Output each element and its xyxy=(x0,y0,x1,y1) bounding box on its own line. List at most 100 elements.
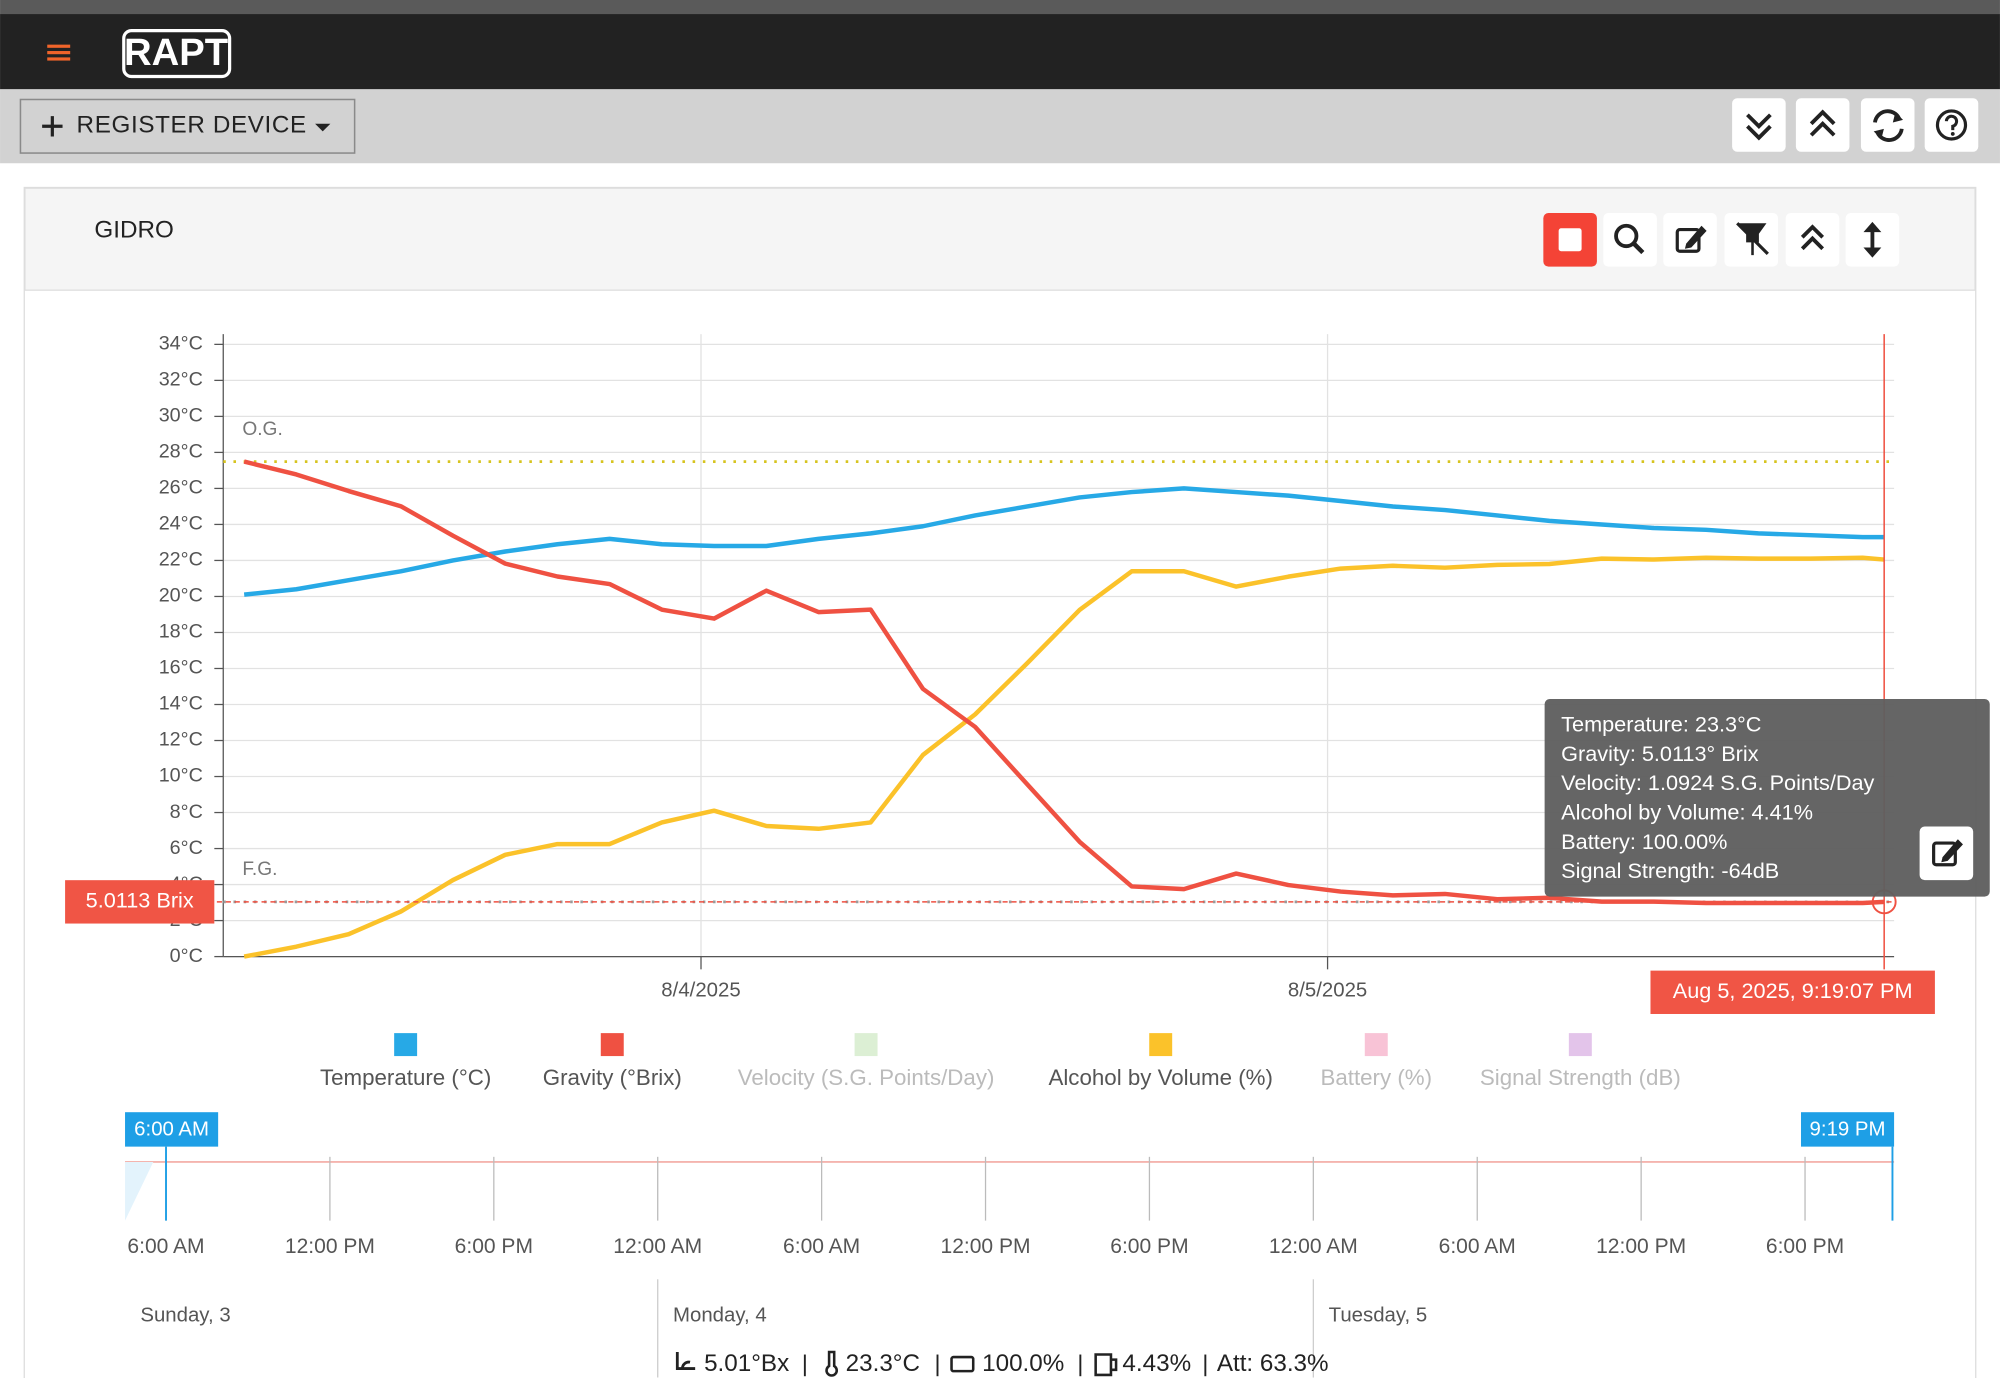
navigator-tick-label: 6:00 PM xyxy=(455,1235,533,1258)
reference-label: O.G. xyxy=(242,419,282,440)
beer-icon xyxy=(1094,1353,1118,1377)
icon xyxy=(1941,839,1963,863)
series-line xyxy=(243,486,1885,597)
collapse-all-button[interactable] xyxy=(1732,98,1786,152)
logo: RAPT xyxy=(124,31,228,74)
navigator-tick-label: 6:00 AM xyxy=(783,1235,860,1258)
y-tick-label: 6°C xyxy=(170,837,203,859)
status-item: 100.0% xyxy=(982,1350,1064,1377)
thermometer-icon xyxy=(825,1350,838,1377)
legend: Temperature (°C) Gravity (°Brix) Velocity … xyxy=(320,1033,1681,1090)
x-tick-label: 8/4/2025 xyxy=(661,979,740,1001)
y-tick-label: 20°C xyxy=(159,585,203,607)
y-tick-label: 16°C xyxy=(159,657,203,679)
navigator-tick-label: 12:00 AM xyxy=(613,1235,702,1258)
legend-label: Battery (%) xyxy=(1320,1065,1432,1090)
battery-icon xyxy=(950,1355,975,1373)
status-item: 4.43% xyxy=(1122,1350,1191,1377)
y-tick-label: 12°C xyxy=(159,729,203,751)
range-start-handle[interactable]: 6:00 AM xyxy=(125,1112,219,1147)
chart: 0°C2°C4°C6°C8°C10°C12°C14°C16°C18°C20°C2… xyxy=(159,333,1895,1001)
tooltip-line: Velocity: 1.0924 S.G. Points/Day xyxy=(1561,770,1874,795)
register-label: REGISTER DEVICE xyxy=(77,112,307,139)
day-label: Tuesday, 5 xyxy=(1329,1305,1428,1327)
help-button[interactable] xyxy=(1924,98,1979,152)
navigator-tick-label: 6:00 AM xyxy=(127,1235,204,1258)
y-tick-label: 24°C xyxy=(159,513,203,535)
top-bar xyxy=(0,14,2000,90)
navigator: 6:00 AM 12:00 PM 6:00 PM 12:00 AM 6:00 AM 12:… xyxy=(125,1112,1895,1378)
search-button[interactable] xyxy=(1603,213,1657,267)
x-tick-label: 8/5/2025 xyxy=(1288,979,1367,1001)
stop-button[interactable] xyxy=(1543,213,1597,267)
y-tick-label: 30°C xyxy=(159,405,203,427)
handle-badge xyxy=(1800,1112,1895,1147)
range-end-handle[interactable]: 9:19 PM xyxy=(1800,1112,1895,1147)
icon xyxy=(1932,841,1957,867)
register-device-button[interactable]: REGISTER DEVICE xyxy=(19,98,356,154)
tooltip-line: Alcohol by Volume: 4.41% xyxy=(1561,799,1813,824)
status-bar: 5.01°Bx 23.3°C 100.0% 4.43% Att: 63.3% xyxy=(675,1350,1329,1377)
legend-swatch xyxy=(1568,1033,1592,1057)
navigator-tick-label: 6:00 AM xyxy=(1439,1235,1516,1258)
y-tick-label: 32°C xyxy=(159,369,203,391)
expand-all-button[interactable] xyxy=(1795,98,1850,152)
edit-button[interactable] xyxy=(1663,213,1717,267)
tooltip-line: Gravity: 5.0113° Brix xyxy=(1561,741,1759,766)
legend-label: Signal Strength (dB) xyxy=(1480,1065,1681,1090)
day-label: Monday, 4 xyxy=(673,1305,767,1327)
legend-swatch xyxy=(854,1033,878,1057)
tooltip-box xyxy=(1544,698,1990,897)
tooltip-line: Temperature: 23.3°C xyxy=(1561,711,1761,736)
collapse-button[interactable] xyxy=(1785,213,1840,267)
resize-button[interactable] xyxy=(1845,213,1900,267)
navigator-tick-label: 12:00 PM xyxy=(1596,1235,1686,1258)
menu-button[interactable] xyxy=(47,44,71,61)
navigator-tick-label: 12:00 AM xyxy=(1269,1235,1358,1258)
tooltip-edit-button[interactable] xyxy=(1919,826,1974,881)
y-tick-label: 18°C xyxy=(159,621,203,643)
chart-overlay: 5.0113 Brix Aug 5, 2025, 9:19:07 PM Temper… xyxy=(65,334,1990,1014)
hydrometer-icon xyxy=(675,1351,696,1370)
unpin-button[interactable] xyxy=(1724,213,1779,267)
y-tick-label: 8°C xyxy=(170,801,203,823)
reference-label: F.G. xyxy=(242,859,277,880)
y-tick-label: 22°C xyxy=(159,549,203,571)
day-label: Sunday, 3 xyxy=(140,1305,230,1327)
crosshair-y-badge xyxy=(65,880,215,924)
status-item: Att: 63.3% xyxy=(1217,1350,1329,1377)
y-tick-label: 0°C xyxy=(170,945,203,967)
legend-label: Temperature (°C) xyxy=(320,1065,491,1090)
system-bar xyxy=(0,0,2000,15)
legend-label: Gravity (°Brix) xyxy=(543,1065,682,1090)
y-tick-label: 34°C xyxy=(159,333,203,355)
legend-swatch xyxy=(394,1033,418,1057)
device-name: GIDRO xyxy=(94,216,173,243)
legend-label: Velocity (S.G. Points/Day) xyxy=(738,1065,995,1090)
handle-label: 6:00 AM xyxy=(134,1118,209,1140)
y-tick-label: 14°C xyxy=(159,693,203,715)
crosshair-x-label: Aug 5, 2025, 9:19:07 PM xyxy=(1673,978,1913,1003)
navigator-tick-label: 6:00 PM xyxy=(1766,1235,1844,1258)
navigator-tick-label: 6:00 PM xyxy=(1110,1235,1188,1258)
navigator-tick-label: 12:00 PM xyxy=(941,1235,1031,1258)
status-item: 23.3°C xyxy=(846,1350,920,1377)
crosshair-x-badge xyxy=(1650,970,1935,1014)
handle-badge xyxy=(125,1112,219,1147)
tooltip-line: Battery: 100.00% xyxy=(1561,829,1727,854)
logo-frame xyxy=(122,29,232,79)
tooltip-line: Signal Strength: -64dB xyxy=(1561,858,1779,883)
y-tick-label: 10°C xyxy=(159,765,203,787)
series-line xyxy=(243,555,1885,959)
status-item: 5.01°Bx xyxy=(704,1350,789,1377)
handle-label: 9:19 PM xyxy=(1810,1118,1886,1140)
crosshair-y-label: 5.0113 Brix xyxy=(86,888,194,913)
y-tick-label: 28°C xyxy=(159,441,203,463)
y-tick-label: 26°C xyxy=(159,477,203,499)
legend-swatch xyxy=(1149,1033,1173,1057)
legend-label: Alcohol by Volume (%) xyxy=(1048,1065,1272,1090)
navigator-tick-label: 12:00 PM xyxy=(285,1235,375,1258)
refresh-button[interactable] xyxy=(1860,98,1915,152)
legend-swatch xyxy=(1364,1033,1388,1057)
